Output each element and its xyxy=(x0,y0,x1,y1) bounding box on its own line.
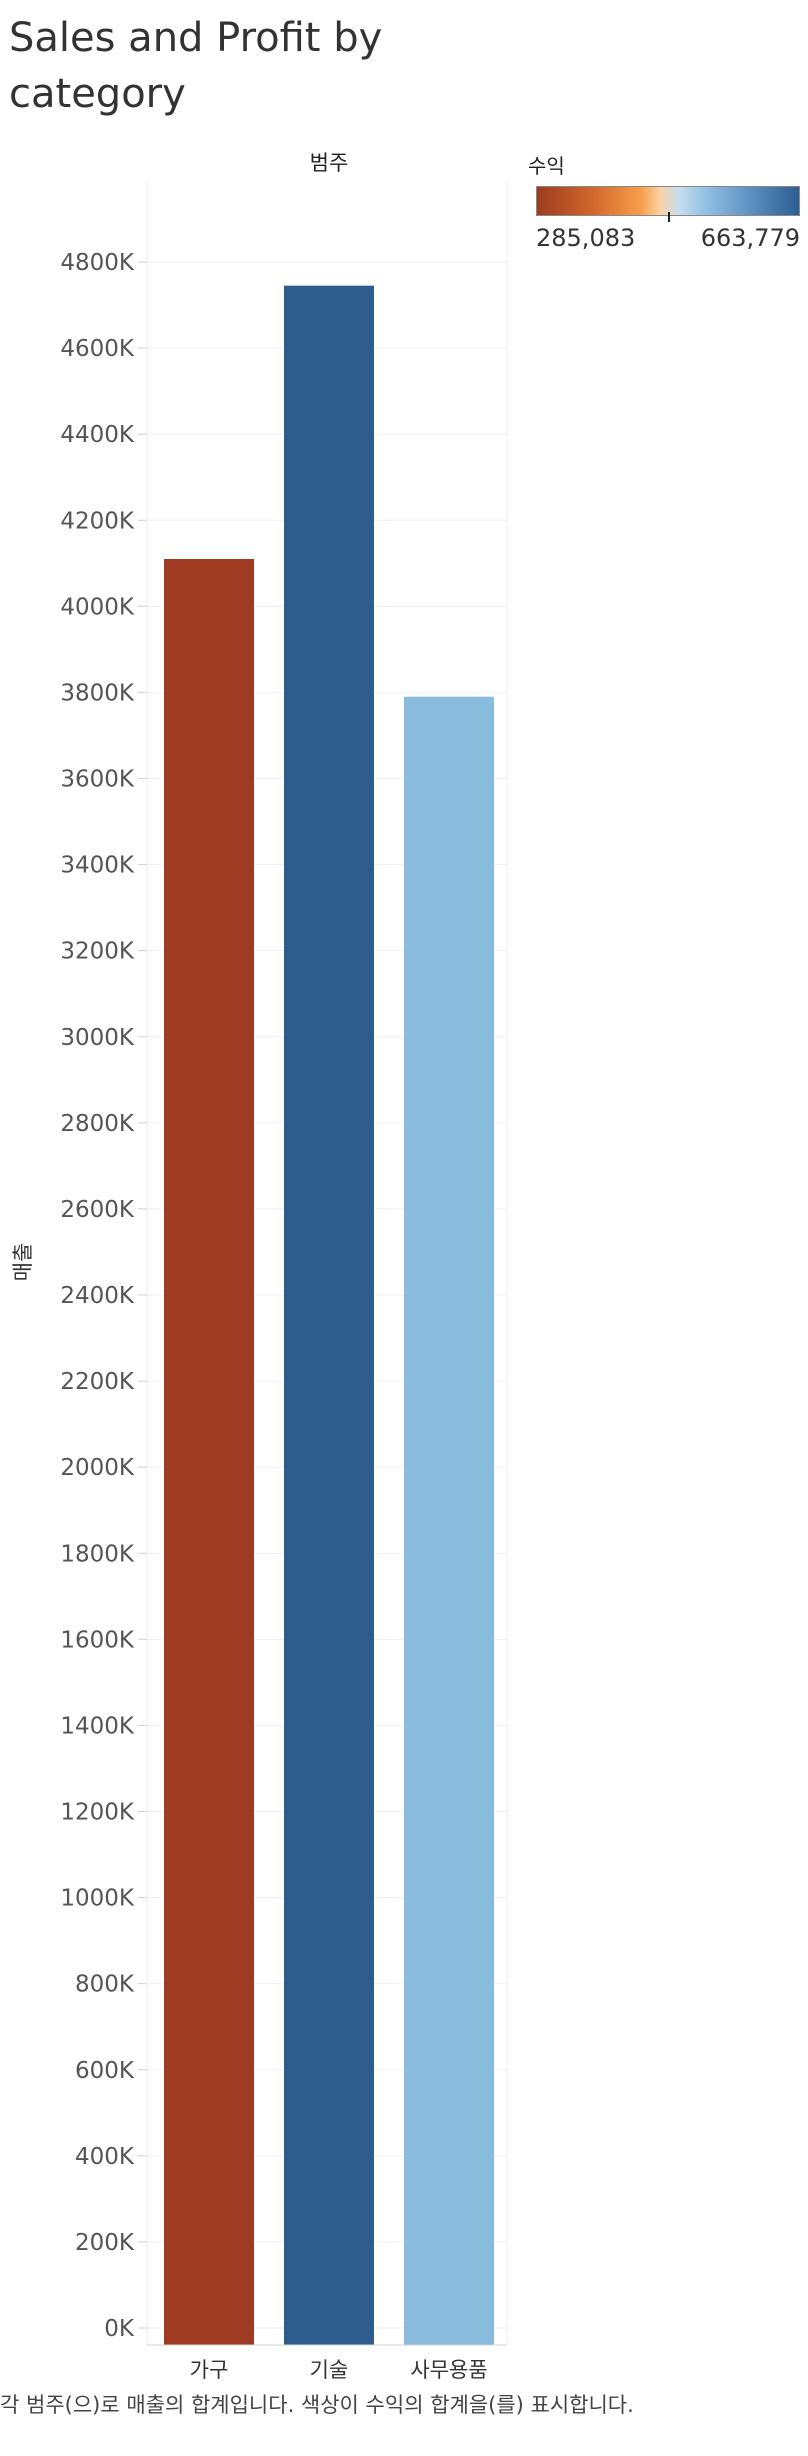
bars xyxy=(164,285,494,2346)
y-tick-label: 1200K xyxy=(60,1800,135,1826)
y-tick-label: 600K xyxy=(75,2058,135,2084)
y-tick-label: 2200K xyxy=(60,1369,135,1395)
y-tick-label: 3000K xyxy=(60,1025,135,1051)
y-tick-label: 1400K xyxy=(60,1713,135,1739)
y-tick-label: 4400K xyxy=(60,422,135,448)
y-tick-label: 3800K xyxy=(60,680,135,706)
y-tick-label: 4000K xyxy=(60,594,135,620)
x-tick-label: 기술 xyxy=(310,2358,349,2380)
y-tick-label: 3200K xyxy=(60,939,135,965)
y-tick-label: 200K xyxy=(75,2230,135,2256)
y-tick-label: 1800K xyxy=(60,1541,135,1567)
bar-1[interactable] xyxy=(284,285,374,2346)
bar-chart: 범주 매출 0K 200K 400K 600K 800K 1000K 1200K 1400K 1… xyxy=(11,151,508,2380)
y-tick-label: 1600K xyxy=(60,1627,135,1653)
x-tick-label: 가구 xyxy=(190,2358,229,2380)
y-tick-label: 4200K xyxy=(60,508,135,534)
y-tick-label: 3600K xyxy=(60,767,135,793)
x-tick-label: 사무용품 xyxy=(410,2358,487,2380)
y-tick-label: 4600K xyxy=(60,336,135,362)
y-tick-label: 3400K xyxy=(60,853,135,879)
y-tick-label: 400K xyxy=(75,2144,135,2170)
y-tick-label: 0K xyxy=(104,2316,135,2342)
y-tick-label: 800K xyxy=(75,1972,135,1998)
color-legend-title: 수익 xyxy=(528,154,565,178)
column-header: 범주 xyxy=(310,151,349,175)
y-axis-label: 매출 xyxy=(11,1243,35,1282)
color-legend-min: 285,083 xyxy=(536,224,636,252)
y-tick-label: 4800K xyxy=(60,250,135,276)
x-axis-labels: 가구 기술 사무용품 xyxy=(190,2358,488,2380)
y-tick-label: 2800K xyxy=(60,1111,135,1137)
y-tick-label: 1000K xyxy=(60,1886,135,1912)
y-tick-label: 2600K xyxy=(60,1197,135,1223)
bar-2[interactable] xyxy=(404,696,494,2345)
y-tick-label: 2000K xyxy=(60,1455,135,1481)
y-tick-label: 2400K xyxy=(60,1283,135,1309)
chart-caption: 각 범주(으)로 매출의 합계입니다. 색상이 수익의 합계을(를) 표시합니다… xyxy=(0,2393,634,2417)
color-legend-marker xyxy=(668,212,670,222)
chart-title: Sales and Profit by category xyxy=(9,15,383,117)
color-legend-max: 663,779 xyxy=(700,224,800,252)
bar-0[interactable] xyxy=(164,558,254,2345)
y-axis-ticks: 0K 200K 400K 600K 800K 1000K 1200K 1400K 1600K 18… xyxy=(60,250,147,2342)
